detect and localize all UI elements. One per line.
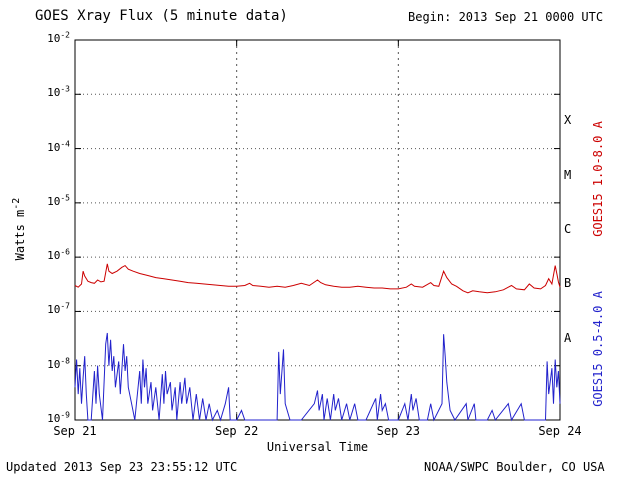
x-axis-label: Universal Time (266, 440, 369, 454)
y-tick-label: 10-3 (47, 84, 70, 100)
plot-border (74, 39, 561, 421)
updated-timestamp: Updated 2013 Sep 23 23:55:12 UTC (6, 460, 238, 474)
y-tick-label: 10-6 (47, 247, 70, 263)
x-tick-label: Sep 24 (538, 424, 582, 438)
flux-class-A: A (564, 330, 572, 345)
y-tick-label: 10-9 (47, 410, 70, 425)
chart-title: GOES Xray Flux (5 minute data) (35, 8, 288, 24)
begin-timestamp: Begin: 2013 Sep 21 0000 UTC (408, 10, 604, 24)
y-tick-label: 10-8 (47, 356, 70, 371)
flux-class-B: B (564, 276, 572, 291)
x-tick-label: Sep 23 (376, 424, 420, 438)
flux-class-M: M (564, 167, 572, 182)
flux-class-C: C (564, 222, 572, 236)
x-tick-label: Sep 22 (214, 424, 259, 438)
y-tick-label: 10-2 (47, 30, 70, 45)
credit-text: NOAA/SWPC Boulder, CO USA (424, 460, 605, 474)
short-flux-line (74, 332, 561, 422)
y-tick-label: 10-5 (47, 193, 70, 208)
flux-class-X: X (564, 113, 572, 128)
long-flux-line (74, 263, 561, 294)
y-tick-label: 10-4 (47, 138, 70, 154)
y-axis-label: Watts m-2 (11, 197, 27, 261)
y-tick-label: 10-7 (47, 301, 70, 317)
legend-long-channel: GOES15 1.0-8.0 A (591, 121, 605, 237)
legend-short-channel: GOES15 0.5-4.0 A (591, 291, 605, 407)
x-tick-label: Sep 21 (53, 424, 97, 438)
